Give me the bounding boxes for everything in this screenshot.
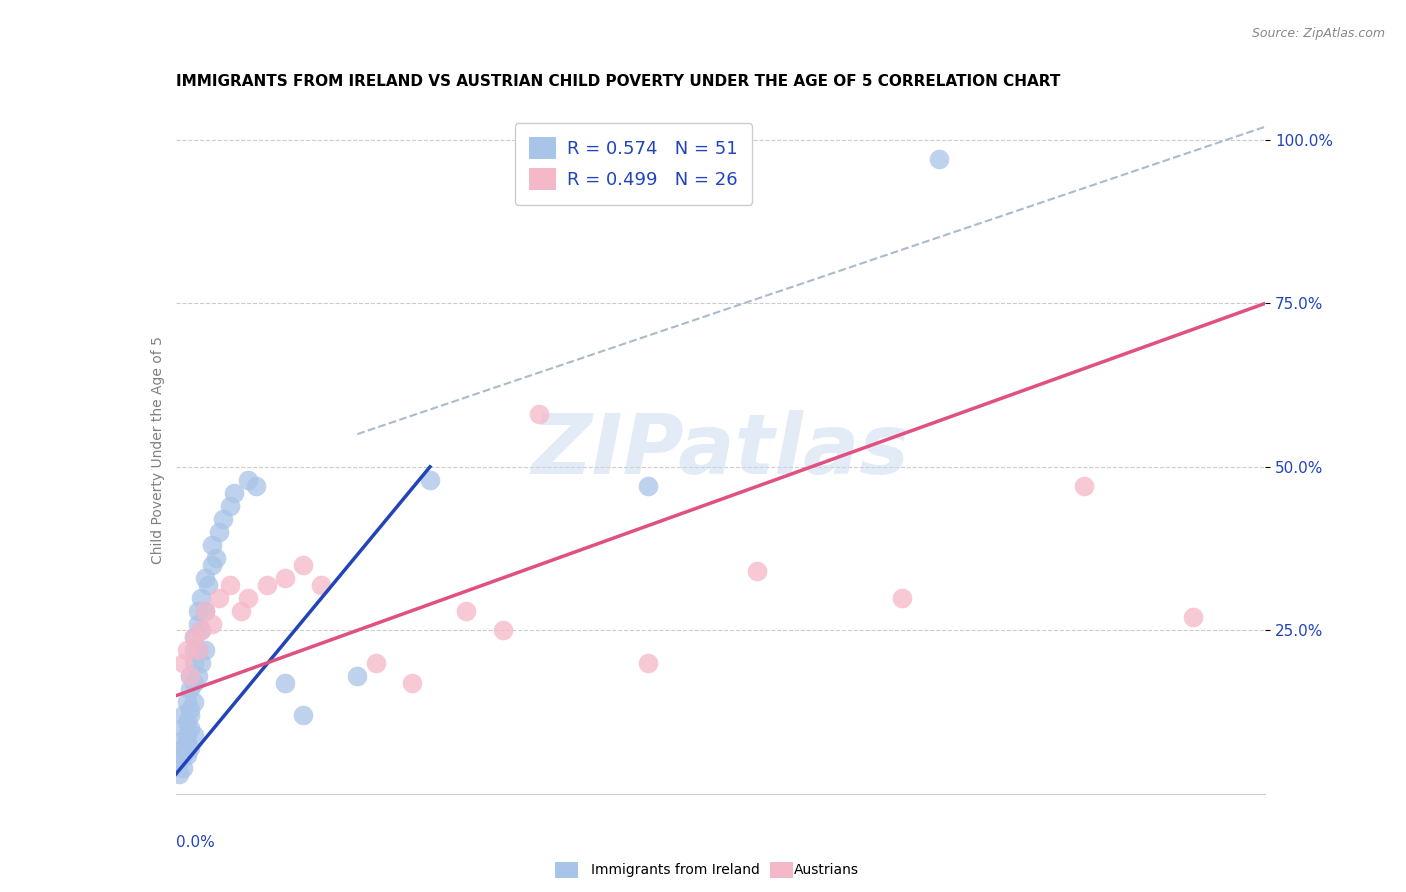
Point [219,577,242,591]
Point [190,591,212,605]
Point [183,630,205,644]
Legend: R = 0.574   N = 51, R = 0.499   N = 26: R = 0.574 N = 51, R = 0.499 N = 26 [515,123,752,205]
Point [309,577,332,591]
Point [1181,610,1204,624]
Point [176,643,198,657]
Point [222,486,245,500]
Point [245,479,267,493]
Point [527,408,550,422]
Point [201,616,224,631]
Point [186,616,209,631]
Point [194,643,217,657]
Point [179,669,201,683]
Point [194,604,217,618]
Point [183,630,205,644]
Point [176,734,198,748]
Point [238,591,260,605]
Point [194,571,217,585]
Point [186,604,209,618]
Point [183,675,205,690]
Point [208,591,231,605]
Point [492,624,515,638]
Point [1073,479,1095,493]
Point [176,747,198,762]
Point [274,571,297,585]
Point [238,473,260,487]
Point [183,643,205,657]
Point [179,741,201,756]
Point [291,558,314,572]
Point [274,675,297,690]
Text: IMMIGRANTS FROM IRELAND VS AUSTRIAN CHILD POVERTY UNDER THE AGE OF 5 CORRELATION: IMMIGRANTS FROM IRELAND VS AUSTRIAN CHIL… [176,74,1060,89]
Point [190,656,212,670]
Point [197,577,219,591]
Point [176,714,198,729]
Point [169,767,191,781]
Point [172,747,194,762]
Point [179,702,201,716]
Point [456,604,478,618]
Text: 0.0%: 0.0% [176,835,215,850]
Point [364,656,387,670]
Point [176,695,198,709]
Point [176,728,198,742]
Point [183,728,205,742]
Point [201,538,224,552]
Point [172,761,194,775]
Point [183,656,205,670]
Point [179,669,201,683]
Point [190,624,212,638]
Text: Austrians: Austrians [794,863,859,877]
Point [179,708,201,723]
Point [186,643,209,657]
Point [745,565,768,579]
Y-axis label: Child Poverty Under the Age of 5: Child Poverty Under the Age of 5 [150,336,165,565]
Point [172,722,194,736]
Point [212,512,235,526]
Point [172,708,194,723]
Point [419,473,441,487]
Point [346,669,368,683]
Point [637,479,659,493]
Point [172,741,194,756]
Point [169,734,191,748]
Point [190,624,212,638]
Point [201,558,224,572]
Point [172,656,194,670]
Point [169,754,191,768]
Point [194,604,217,618]
Point [179,722,201,736]
Point [637,656,659,670]
Point [219,499,242,513]
Point [183,695,205,709]
Point [179,682,201,697]
Point [291,708,314,723]
Point [186,643,209,657]
Point [208,525,231,540]
Point [231,604,253,618]
Point [928,153,950,167]
Text: ZIPatlas: ZIPatlas [531,410,910,491]
Point [891,591,914,605]
Text: Immigrants from Ireland: Immigrants from Ireland [591,863,759,877]
Point [204,551,226,566]
Point [256,577,278,591]
Point [186,669,209,683]
Point [401,675,423,690]
Text: Source: ZipAtlas.com: Source: ZipAtlas.com [1251,27,1385,40]
